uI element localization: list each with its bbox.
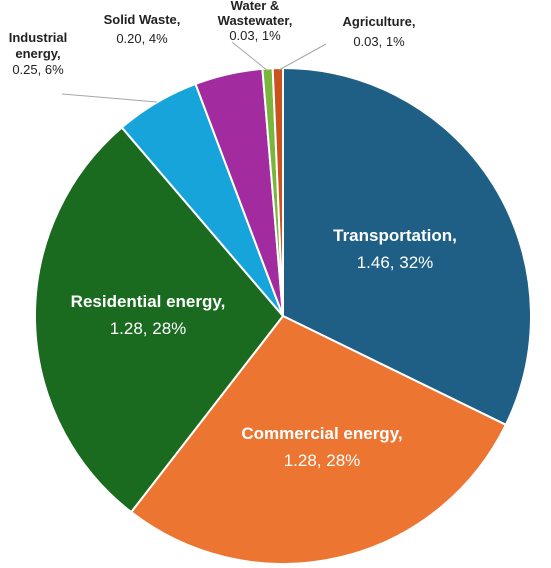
- slice-label-transportation: Transportation,: [333, 226, 457, 245]
- leader-line-water-wastewater: [231, 41, 269, 72]
- slice-label-agriculture: Agriculture,: [343, 14, 416, 29]
- pie-slice-residential-energy: [34, 126, 284, 514]
- slice-value-transportation: 1.46, 32%: [357, 253, 434, 272]
- slice-value-residential-energy: 1.28, 28%: [110, 319, 187, 338]
- slice-value-solid-waste: 0.20, 4%: [116, 31, 168, 46]
- leader-line-agriculture: [278, 43, 327, 71]
- slice-value-commercial-energy: 1.28, 28%: [284, 451, 361, 470]
- slice-value-industrial-energy: 0.25, 6%: [12, 62, 64, 77]
- leader-line-industrial-energy: [61, 93, 158, 103]
- slice-value-water-wastewater: 0.03, 1%: [229, 28, 281, 43]
- slice-label-industrial-energy: Industrial energy,: [9, 30, 68, 61]
- pie-slice-commercial-energy: [130, 315, 507, 565]
- pie-slice-transportation: [282, 67, 532, 426]
- slice-label-commercial-energy: Commercial energy,: [241, 424, 402, 443]
- slice-value-agriculture: 0.03, 1%: [353, 34, 405, 49]
- slice-label-residential-energy: Residential energy,: [71, 292, 226, 311]
- slice-label-solid-waste: Solid Waste,: [104, 12, 181, 27]
- slice-label-water-wastewater: Water & Wastewater,: [218, 0, 293, 28]
